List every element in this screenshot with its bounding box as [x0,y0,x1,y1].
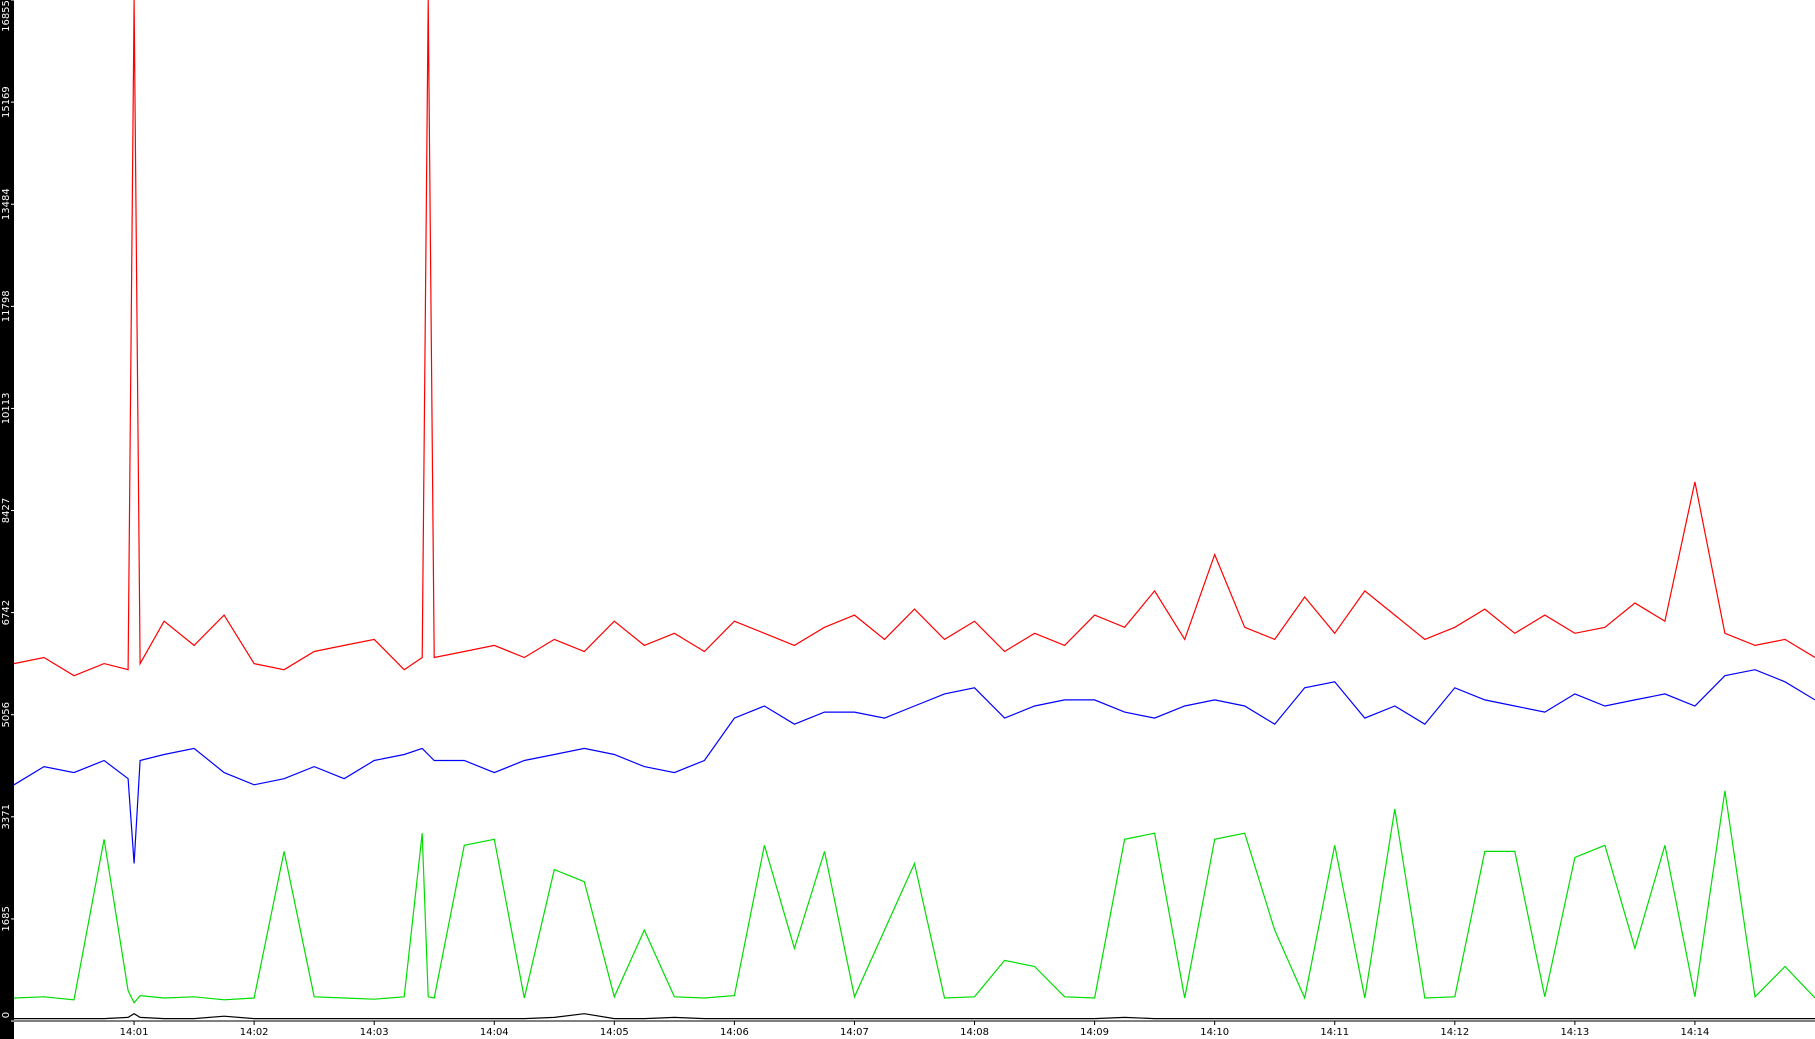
y-tick-label: 11798 [1,290,12,322]
series-line [14,1012,1815,1020]
y-tick-label: 16855 [1,0,12,32]
x-tick-label: 14:07 [840,1027,869,1038]
x-tick-label: 14:14 [1681,1027,1710,1038]
y-tick-label: 3371 [1,804,12,829]
x-tick-label: 14:13 [1560,1027,1589,1038]
x-tick-label: 14:06 [720,1027,749,1038]
y-tick-label: 15169 [1,86,12,118]
series-line [13,669,1815,864]
x-tick-label: 14:01 [120,1027,149,1038]
y-tick-label: 8427 [1,498,12,523]
series-line [13,0,1815,677]
y-tick-label: 5056 [1,702,12,727]
x-tick-label: 14:11 [1320,1027,1349,1038]
y-tick-label: 1685 [1,906,12,931]
x-tick-label: 14:02 [240,1027,269,1038]
y-tick-label: 6742 [1,600,12,625]
y-axis-strip [0,0,14,1039]
x-tick-label: 14:12 [1440,1027,1469,1038]
series-line [13,790,1815,1004]
x-tick-label: 14:10 [1200,1027,1229,1038]
x-tick-label: 14:04 [480,1027,509,1038]
y-tick-label: 10113 [1,392,12,424]
x-tick-label: 14:03 [360,1027,389,1038]
x-tick-label: 14:09 [1080,1027,1109,1038]
y-tick-label: 0 [1,1012,12,1018]
x-tick-label: 14:08 [960,1027,989,1038]
y-tick-label: 13484 [1,188,12,220]
x-tick-label: 14:05 [600,1027,629,1038]
